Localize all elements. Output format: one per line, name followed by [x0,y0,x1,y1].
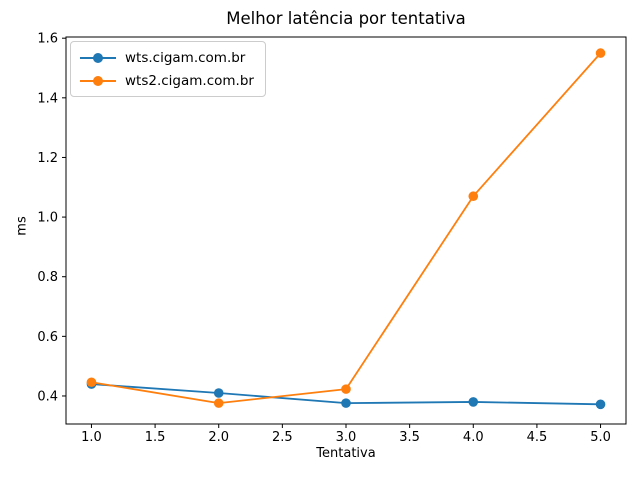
circle-marker-icon [93,75,103,86]
y-tick-label: 1.2 [37,151,58,166]
data-point-wts2.cigam.com.br [341,384,351,394]
x-tick-label: 4.5 [527,430,548,445]
y-tick-label: 0.4 [37,389,58,404]
x-tick-label: 5.0 [590,430,611,445]
legend-label: wts2.cigam.com.br [125,72,254,89]
x-tick-label: 1.5 [145,430,166,445]
x-tick-label: 1.0 [81,430,102,445]
x-tick-label: 2.5 [272,430,293,445]
data-point-wts2.cigam.com.br [468,191,479,202]
legend: wts.cigam.com.br wts2.cigam.com.br [70,41,266,97]
x-axis-label: Tentativa [316,446,376,461]
legend-swatch [80,75,116,86]
y-tick-label: 1.4 [37,91,58,106]
x-tick-label: 3.0 [336,430,357,445]
y-tick-label: 1.6 [37,32,58,47]
x-tick-label: 3.5 [399,430,420,445]
data-point-wts.cigam.com.br [468,397,479,407]
chart-title: Melhor latência por tentativa [226,9,466,28]
legend-entry: wts.cigam.com.br [80,49,254,66]
y-tick-label: 0.8 [37,270,58,285]
data-point-wts2.cigam.com.br [213,398,224,408]
legend-label: wts.cigam.com.br [125,49,246,66]
legend-entry: wts2.cigam.com.br [80,72,254,89]
data-point-wts.cigam.com.br [213,388,224,398]
y-tick-label: 0.6 [37,330,58,345]
y-tick-label: 1.0 [37,211,58,226]
y-axis-label: ms [14,216,30,236]
data-point-wts2.cigam.com.br [595,48,606,58]
data-point-wts.cigam.com.br [595,399,606,410]
circle-marker-icon [93,52,103,63]
data-point-wts.cigam.com.br [341,398,351,408]
data-point-wts2.cigam.com.br [86,377,97,388]
legend-swatch [80,52,116,63]
x-tick-label: 2.0 [208,430,229,445]
x-tick-label: 4.0 [463,430,484,445]
series-line-wts2.cigam.com.br [91,52,602,405]
